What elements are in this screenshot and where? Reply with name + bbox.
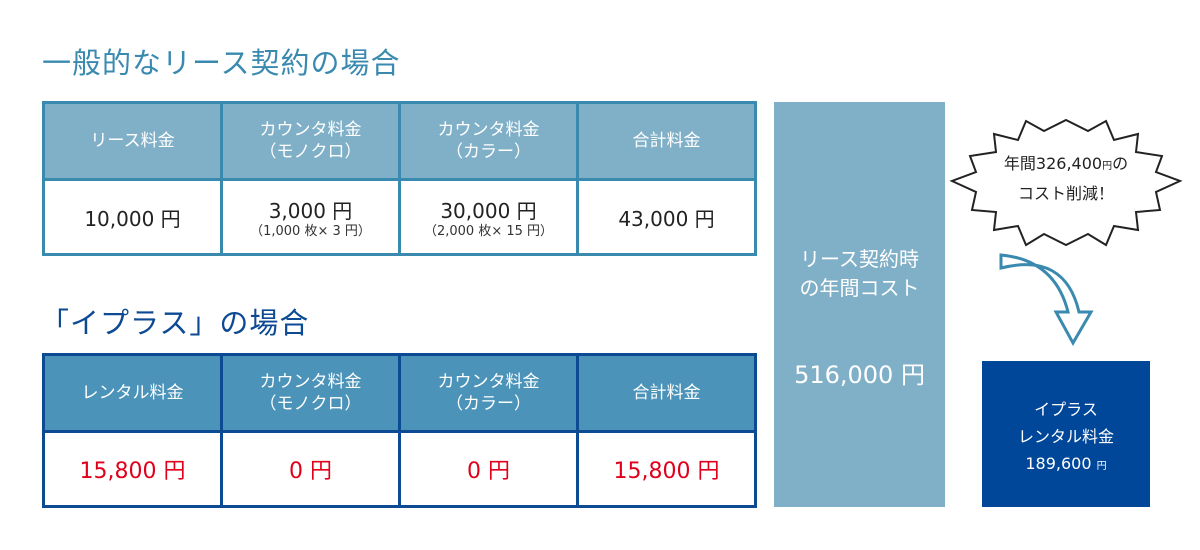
result-unit: 円 <box>1096 461 1107 472</box>
savings-caption: コスト削減！ <box>1017 184 1114 203</box>
annual-lease-cost-bar: リース契約時 の年間コスト 516,000 円 <box>774 102 945 507</box>
iplus-rental-total-box: イプラス レンタル料金 189,600 円 <box>982 361 1150 507</box>
header-label: 合計料金 <box>632 383 701 403</box>
table-header-row: レンタル料金 カウンタ料金 （モノクロ） カウンタ料金 （カラー） 合計料金 <box>42 353 757 433</box>
header-sublabel: （モノクロ） <box>259 142 362 162</box>
iplus-section-title: 「イプラス」の場合 <box>40 306 310 340</box>
header-sublabel: （カラー） <box>446 142 531 162</box>
header-sublabel: （モノクロ） <box>259 394 362 414</box>
value-counter-mono: 0 円 <box>220 430 401 508</box>
header-label: カウンタ料金 <box>259 372 362 392</box>
header-counter-mono: カウンタ料金 （モノクロ） <box>220 353 401 433</box>
iplus-cost-table: レンタル料金 カウンタ料金 （モノクロ） カウンタ料金 （カラー） 合計料金 15,… <box>42 353 757 508</box>
value-total: 43,000 円 <box>576 178 757 256</box>
header-sublabel: （カラー） <box>446 394 531 414</box>
value-total: 15,800 円 <box>576 430 757 508</box>
savings-text: 年間326,400円の コスト削減！ <box>948 150 1184 207</box>
value-breakdown: （1,000 枚× 3 円） <box>250 224 371 239</box>
result-amount: 189,600 <box>1025 454 1092 473</box>
header-label: カウンタ料金 <box>437 372 540 392</box>
value-counter-color: 30,000 円（2,000 枚× 15 円） <box>398 178 579 256</box>
header-counter-mono: カウンタ料金 （モノクロ） <box>220 101 401 181</box>
value-rental-fee: 15,800 円 <box>42 430 223 508</box>
header-label: レンタル料金 <box>81 383 184 403</box>
annual-cost-label: リース契約時 の年間コスト <box>774 245 945 303</box>
lease-section-title: 一般的なリース契約の場合 <box>42 46 401 80</box>
value-text: 30,000 円 <box>440 199 537 223</box>
header-label: リース料金 <box>90 131 175 151</box>
lease-cost-table: リース料金 カウンタ料金 （モノクロ） カウンタ料金 （カラー） 合計料金 10,0… <box>42 101 757 256</box>
header-label: カウンタ料金 <box>259 120 362 140</box>
value-counter-mono: 3,000 円（1,000 枚× 3 円） <box>220 178 401 256</box>
value-lease-fee: 10,000 円 <box>42 178 223 256</box>
starburst-speech-bubble-icon <box>949 118 1183 247</box>
savings-unit: 円 <box>1102 161 1113 172</box>
header-label: 合計料金 <box>632 131 701 151</box>
table-header-row: リース料金 カウンタ料金 （モノクロ） カウンタ料金 （カラー） 合計料金 <box>42 101 757 181</box>
result-label: イプラス <box>1034 400 1098 419</box>
header-label: カウンタ料金 <box>437 120 540 140</box>
value-text: 43,000 円 <box>618 206 715 231</box>
value-breakdown: （2,000 枚× 15 円） <box>423 224 554 239</box>
value-text: 10,000 円 <box>84 206 181 231</box>
header-counter-color: カウンタ料金 （カラー） <box>398 353 579 433</box>
header-rental-fee: レンタル料金 <box>42 353 223 433</box>
result-value: 189,600 円 <box>982 450 1150 480</box>
value-text: 3,000 円 <box>268 199 353 223</box>
savings-amount: 年間326,400 <box>1003 154 1103 173</box>
header-counter-color: カウンタ料金 （カラー） <box>398 101 579 181</box>
value-counter-color: 0 円 <box>398 430 579 508</box>
header-lease-fee: リース料金 <box>42 101 223 181</box>
label-line: リース契約時 <box>800 247 919 271</box>
header-total: 合計料金 <box>576 353 757 433</box>
annual-cost-value: 516,000 円 <box>794 361 925 389</box>
result-label: レンタル料金 <box>1017 427 1114 446</box>
curved-down-arrow-icon <box>999 253 1094 347</box>
table-row: 15,800 円 0 円 0 円 15,800 円 <box>42 430 757 508</box>
header-total: 合計料金 <box>576 101 757 181</box>
label-line: の年間コスト <box>799 276 920 300</box>
table-row: 10,000 円 3,000 円（1,000 枚× 3 円） 30,000 円（… <box>42 178 757 256</box>
savings-suffix: の <box>1112 154 1129 173</box>
